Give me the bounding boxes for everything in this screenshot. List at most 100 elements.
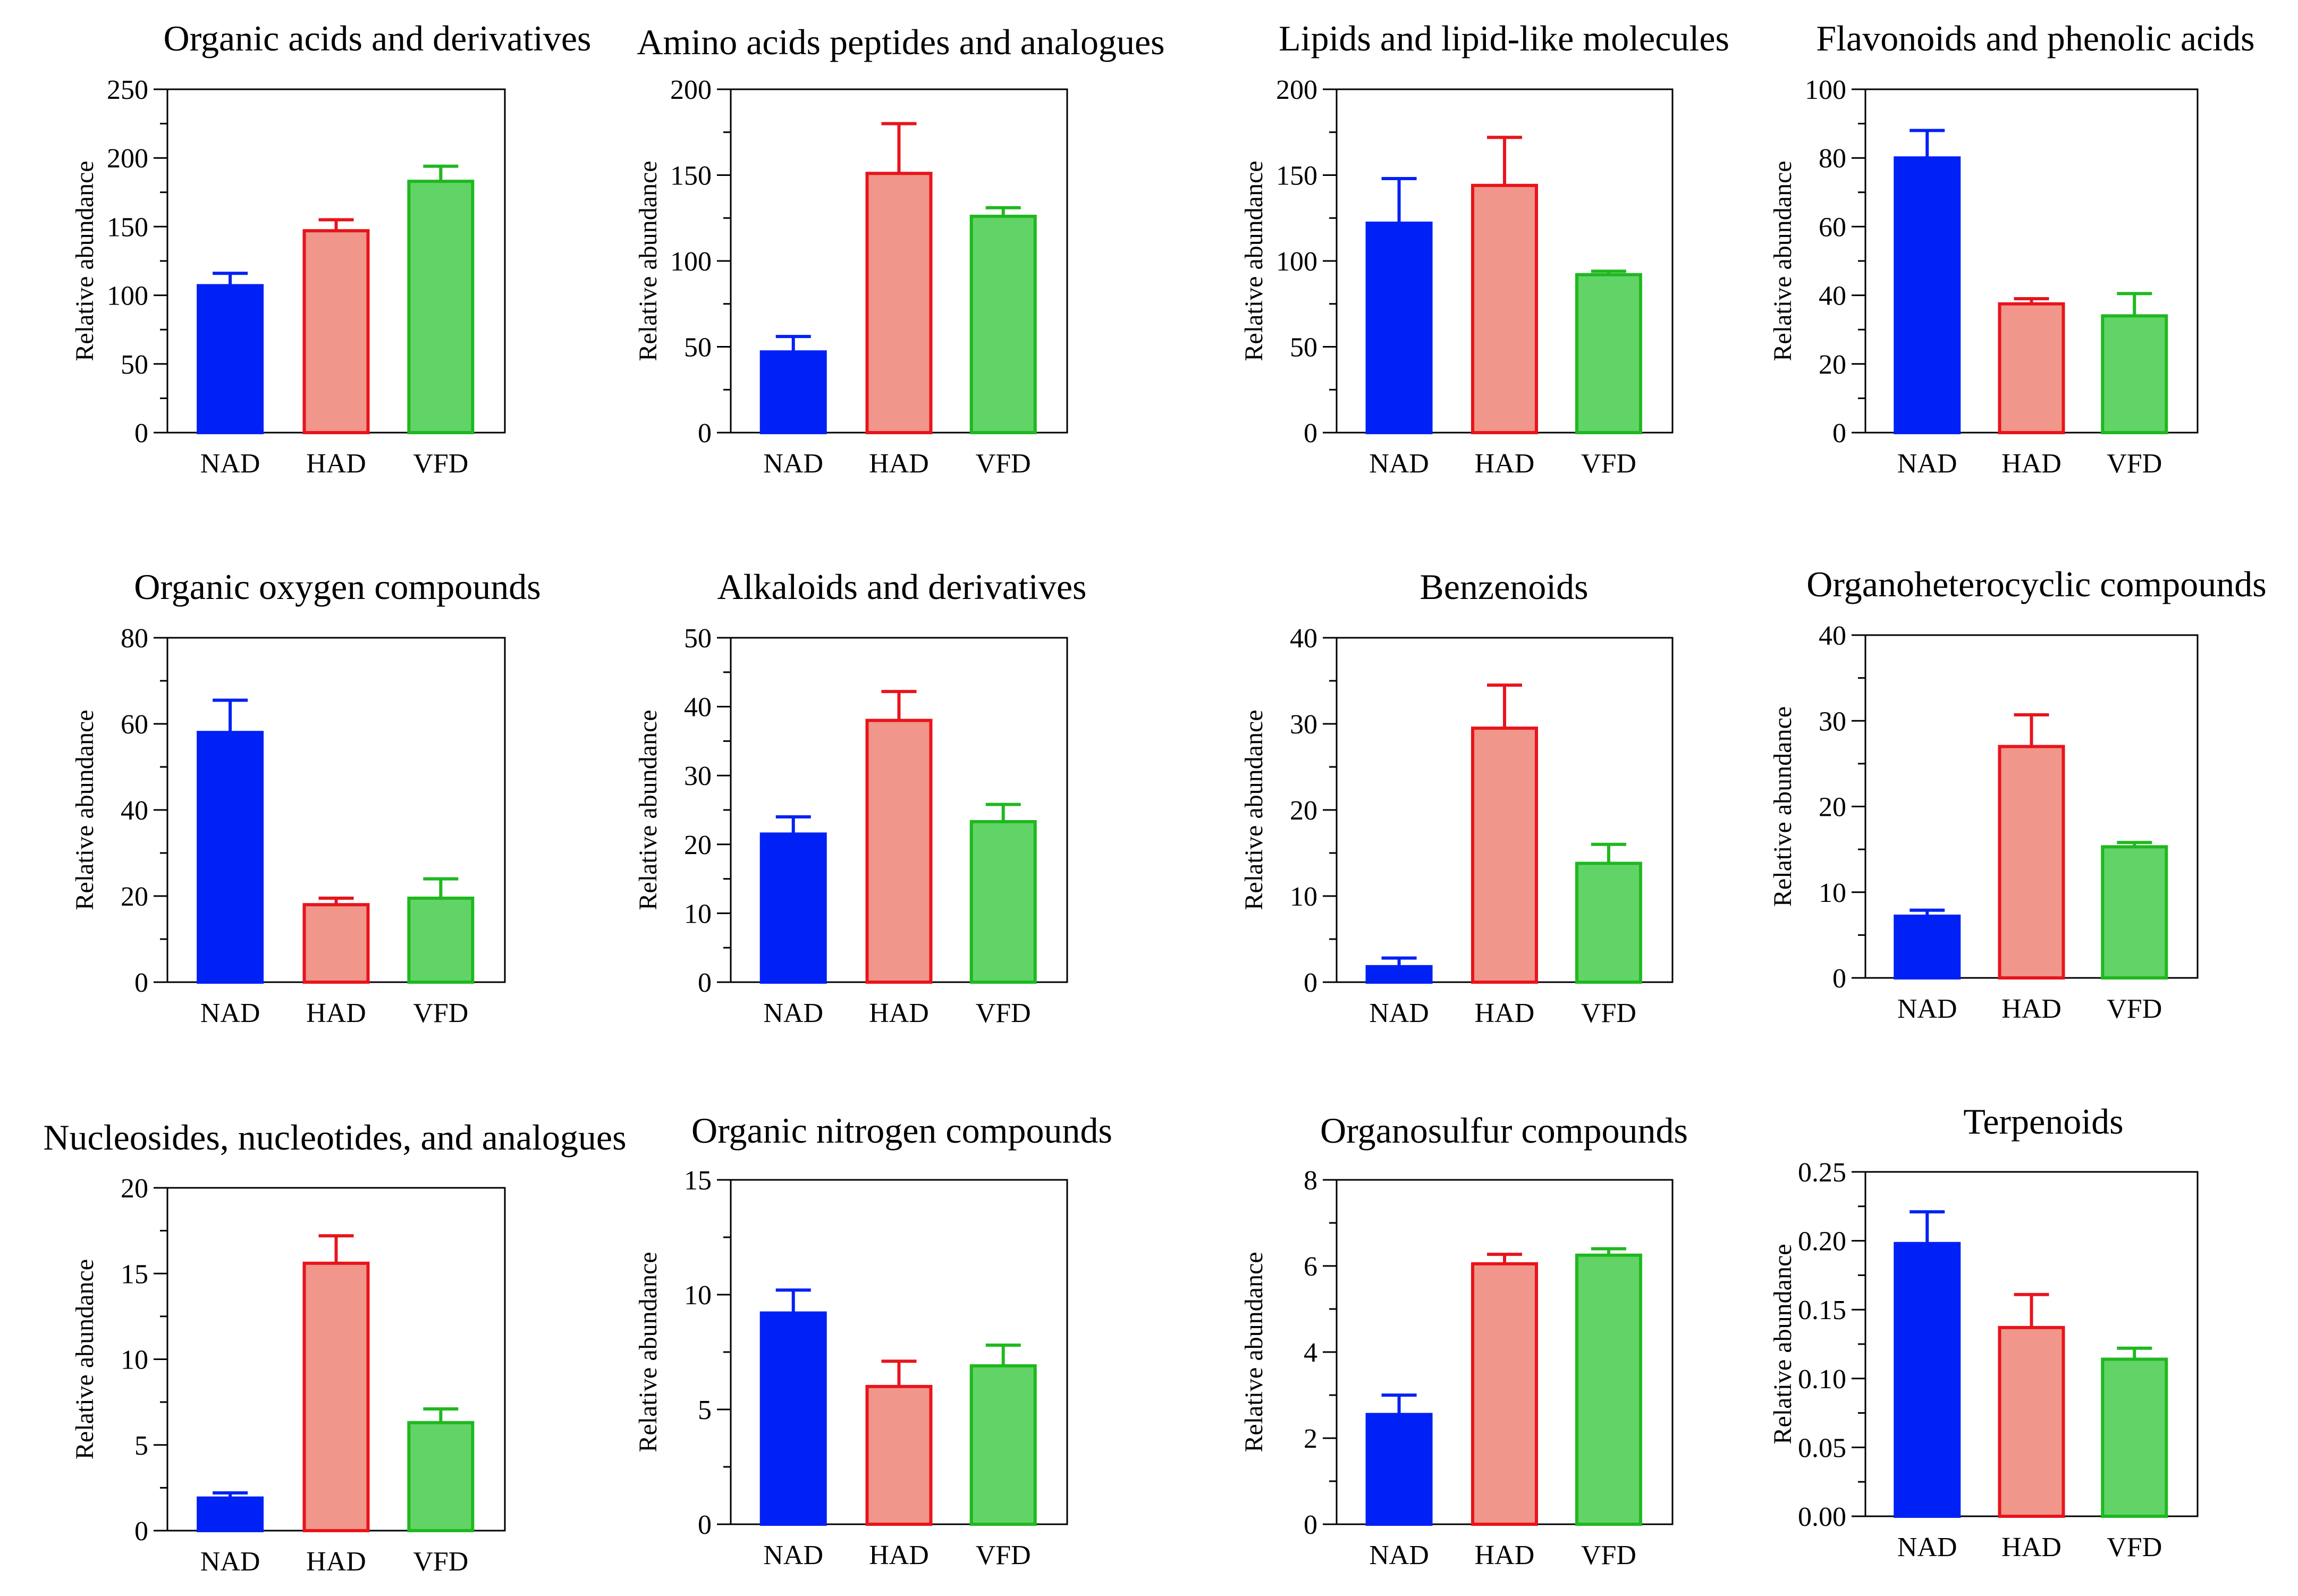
y-tick-label: 20 xyxy=(1819,792,1846,823)
chart-title: Organosulfur compounds xyxy=(1320,1110,1688,1151)
y-axis-label: Relative abundance xyxy=(634,1252,662,1452)
x-tick-label-had: HAD xyxy=(1475,449,1535,479)
y-tick-label: 80 xyxy=(1819,143,1846,174)
chart-title: Flavonoids and phenolic acids xyxy=(1816,18,2254,58)
y-tick-label: 50 xyxy=(684,333,712,363)
y-tick-label: 250 xyxy=(107,75,148,105)
chart-panel-3: Lipids and lipid-like molecules Relative … xyxy=(1240,18,1729,479)
x-tick-label-vfd: VFD xyxy=(1581,449,1636,479)
y-tick-label: 80 xyxy=(121,623,148,654)
chart-panel-2: Amino acids peptides and analogues Relati… xyxy=(634,22,1165,479)
bar-had xyxy=(1998,745,2065,979)
x-tick-label-vfd: VFD xyxy=(413,998,468,1028)
y-tick-label: 100 xyxy=(1805,75,1846,105)
chart-panel-10: Organic nitrogen compounds Relative abund… xyxy=(634,1110,1112,1570)
chart-title: Amino acids peptides and analogues xyxy=(637,22,1164,62)
y-tick-label: 20 xyxy=(1819,350,1846,380)
bar-vfd xyxy=(1575,862,1642,984)
bar-had xyxy=(865,172,933,434)
bar-nad xyxy=(1365,221,1433,434)
y-tick-label: 40 xyxy=(684,693,712,723)
y-tick-label: 8 xyxy=(1304,1166,1317,1196)
y-tick-label: 30 xyxy=(684,761,712,791)
y-tick-label: 0.05 xyxy=(1798,1433,1846,1463)
y-tick-label: 20 xyxy=(1290,796,1317,826)
bar-had xyxy=(302,903,370,984)
chart-title: Lipids and lipid-like molecules xyxy=(1279,18,1729,58)
x-tick-label-vfd: VFD xyxy=(976,449,1031,479)
y-tick-label: 0 xyxy=(134,418,148,449)
x-tick-label-had: HAD xyxy=(869,449,929,479)
bar-vfd xyxy=(969,215,1037,434)
y-tick-label: 10 xyxy=(1290,882,1317,912)
y-tick-label: 200 xyxy=(1276,75,1317,105)
bar-nad xyxy=(1894,1242,1961,1518)
y-tick-label: 40 xyxy=(1819,621,1846,651)
y-tick-label: 15 xyxy=(121,1259,148,1289)
y-tick-label: 50 xyxy=(684,623,712,654)
y-tick-label: 20 xyxy=(121,1173,148,1204)
x-tick-label-had: HAD xyxy=(2001,1532,2062,1563)
chart-panel-9: Nucleosides, nucleotides, and analogues R… xyxy=(43,1117,626,1577)
y-axis-label: Relative abundance xyxy=(634,710,662,910)
chart-title: Organic oxygen compounds xyxy=(134,567,541,607)
bar-nad xyxy=(197,284,264,435)
x-tick-label-had: HAD xyxy=(2001,449,2062,479)
y-tick-label: 0 xyxy=(1304,968,1317,998)
chart-panel-12: Terpenoids Relative abundance 0.00 0.05 0.10… xyxy=(1769,1101,2199,1563)
bar-had xyxy=(302,229,370,434)
bar-nad xyxy=(759,350,827,434)
bar-had xyxy=(1471,727,1538,984)
bar-vfd xyxy=(2101,314,2168,434)
x-tick-label-had: HAD xyxy=(1475,998,1535,1028)
chart-title: Alkaloids and derivatives xyxy=(717,567,1087,607)
x-tick-label-had: HAD xyxy=(306,1547,366,1577)
bar-had xyxy=(865,719,933,984)
y-axis-label: Relative abundance xyxy=(1769,706,1797,907)
y-tick-label: 5 xyxy=(134,1431,148,1461)
x-tick-label-nad: NAD xyxy=(1369,998,1429,1028)
y-tick-label: 10 xyxy=(684,1280,712,1311)
chart-panel-7: Benzenoids Relative abundance 0 10 20 30 40 NAD… xyxy=(1240,567,1674,1028)
y-tick-label: 0 xyxy=(1304,418,1317,449)
y-tick-label: 150 xyxy=(107,212,148,242)
y-tick-label: 15 xyxy=(684,1166,712,1196)
bar-vfd xyxy=(969,820,1037,984)
y-axis-label: Relative abundance xyxy=(1240,710,1268,910)
y-axis-label: Relative abundance xyxy=(1769,1244,1797,1444)
x-tick-label-vfd: VFD xyxy=(976,1540,1031,1570)
y-tick-label: 6 xyxy=(1304,1252,1317,1282)
y-tick-label: 0.00 xyxy=(1798,1502,1846,1532)
x-tick-label-vfd: VFD xyxy=(1581,998,1636,1028)
bar-had xyxy=(865,1384,933,1526)
x-tick-label-vfd: VFD xyxy=(2107,449,2162,479)
y-tick-label: 0.15 xyxy=(1798,1295,1846,1325)
chart-title: Organic nitrogen compounds xyxy=(691,1110,1112,1151)
y-axis-label: Relative abundance xyxy=(71,1259,99,1459)
x-tick-label-had: HAD xyxy=(1475,1540,1535,1570)
bar-had xyxy=(1471,1262,1538,1526)
y-tick-label: 10 xyxy=(684,899,712,929)
chart-panel-8: Organoheterocyclic compounds Relative abu… xyxy=(1769,564,2267,1024)
y-tick-label: 60 xyxy=(1819,212,1846,242)
bar-had xyxy=(302,1261,370,1532)
y-tick-label: 0 xyxy=(1832,418,1846,449)
bar-vfd xyxy=(407,180,475,434)
bar-nad xyxy=(1365,1413,1433,1526)
y-tick-label: 0 xyxy=(698,418,712,449)
bar-nad xyxy=(1894,156,1961,434)
y-tick-label: 30 xyxy=(1819,706,1846,737)
y-axis-label: Relative abundance xyxy=(1769,161,1797,361)
y-tick-label: 200 xyxy=(670,75,712,105)
bar-vfd xyxy=(2101,1357,2168,1518)
x-tick-label-nad: NAD xyxy=(1897,449,1957,479)
y-tick-label: 0.25 xyxy=(1798,1158,1846,1188)
y-axis-label: Relative abundance xyxy=(1240,1252,1268,1452)
y-axis-label: Relative abundance xyxy=(634,161,662,361)
chart-title: Organoheterocyclic compounds xyxy=(1806,564,2266,604)
chart-panel-6: Alkaloids and derivatives Relative abunda… xyxy=(634,567,1086,1028)
y-tick-label: 50 xyxy=(1290,333,1317,363)
chart-panel-1: Organic acids and derivatives Relative ab… xyxy=(71,18,592,479)
y-tick-label: 5 xyxy=(698,1395,712,1425)
bar-vfd xyxy=(2101,845,2168,979)
